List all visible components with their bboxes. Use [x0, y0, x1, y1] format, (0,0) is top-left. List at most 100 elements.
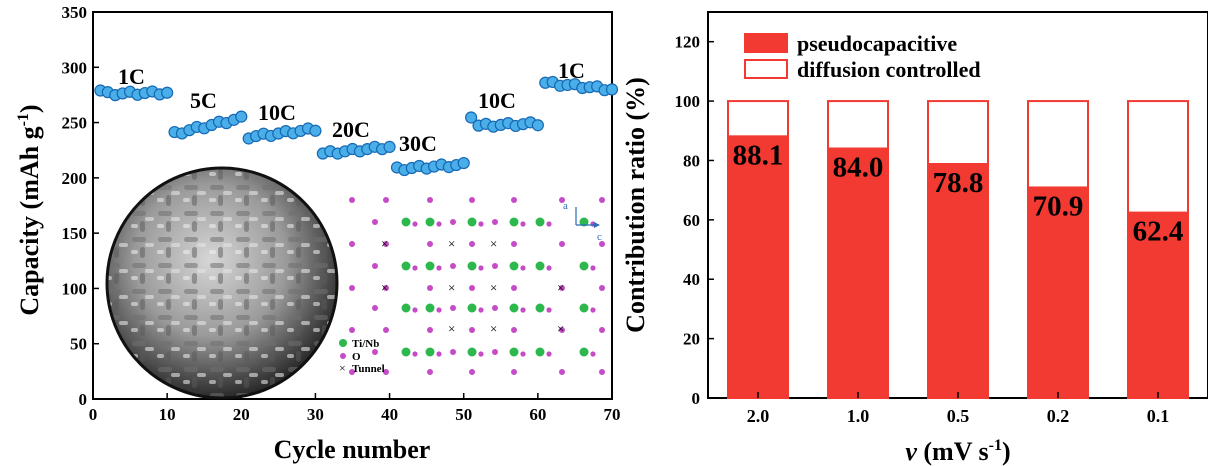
- tunnel-marker: ×: [490, 236, 497, 251]
- left-y-tick-label: 150: [62, 224, 88, 243]
- tunnel-marker: ×: [557, 321, 564, 336]
- right-x-tick-label: 2.0: [747, 406, 770, 426]
- ti-nb-atom: [467, 347, 477, 357]
- oxygen-atom: [349, 241, 355, 247]
- oxygen-atom: [349, 197, 355, 203]
- ti-nb-atom: [509, 217, 519, 227]
- oxygen-atom: [559, 197, 565, 203]
- ti-nb-atom: [401, 217, 411, 227]
- oxygen-atom: [383, 285, 389, 291]
- right-x-ticks: 2.0 1.0 0.5 0.2 0.1: [747, 392, 1170, 426]
- diffusion-bar: [927, 100, 989, 166]
- oxygen-atom: [412, 265, 418, 271]
- left-x-tick-label: 30: [307, 405, 324, 424]
- oxygen-atom: [590, 307, 596, 313]
- bar-value-label: 62.4: [1133, 216, 1184, 248]
- oxygen-atom: [478, 307, 484, 313]
- left-plot-frame: [92, 11, 613, 400]
- pseudocapacitive-bar: [927, 163, 989, 399]
- right-x-tick-label: 0.1: [1147, 406, 1170, 426]
- oxygen-atom: [492, 263, 498, 269]
- oxygen-atom: [599, 197, 605, 203]
- ti-nb-atom: [509, 347, 519, 357]
- oxygen-atom: [546, 221, 552, 227]
- oxygen-atom: [520, 307, 526, 313]
- oxygen-atom: [546, 307, 552, 313]
- left-y-tick-label: 200: [62, 169, 88, 188]
- oxygen-atom: [520, 351, 526, 357]
- tunnel-marker: ×: [381, 236, 388, 251]
- pseudocapacitive-bar: [827, 147, 889, 399]
- oxygen-atom: [469, 197, 475, 203]
- left-y-ticks: 0 50 100 150 200 250 300 350: [62, 3, 99, 409]
- ti-nb-atom: [401, 303, 411, 313]
- oxygen-atom: [349, 327, 355, 333]
- oxygen-atom: [349, 285, 355, 291]
- oxygen-atom: [349, 369, 355, 375]
- rate-label: 5C: [190, 88, 217, 113]
- oxygen-atom: [372, 263, 378, 269]
- tunnel-marker: ×: [448, 280, 455, 295]
- crystal-structure-inset: × × × × × × × × × ×: [349, 197, 605, 375]
- right-y-tick-label: 40: [683, 270, 700, 289]
- legend-ti-nb-marker: [339, 339, 347, 347]
- bar-value-label: 78.8: [933, 167, 984, 199]
- oxygen-atom: [546, 351, 552, 357]
- ti-nb-atom: [579, 261, 589, 271]
- left-y-tick-label: 250: [62, 114, 88, 133]
- left-y-tick-label: 100: [62, 279, 88, 298]
- left-y-tick-label: 350: [62, 3, 88, 22]
- oxygen-atom: [599, 285, 605, 291]
- rate-label: 10C: [478, 88, 516, 113]
- oxygen-atom: [412, 351, 418, 357]
- tunnel-marker: ×: [557, 280, 564, 295]
- oxygen-atom: [511, 327, 517, 333]
- capacity-data-points: [94, 75, 619, 177]
- left-x-tick-label: 70: [604, 405, 621, 424]
- left-x-tick-label: 20: [233, 405, 250, 424]
- rate-label: 1C: [558, 58, 585, 83]
- right-y-tick-label: 100: [675, 92, 701, 111]
- crystal-legend: Ti/Nb O × Tunnel: [339, 338, 385, 375]
- ti-nb-atom: [535, 261, 545, 271]
- diffusion-bar: [727, 100, 789, 138]
- left-y-tick-label: 0: [79, 390, 88, 409]
- right-y-tick-label: 120: [675, 33, 701, 52]
- ti-nb-atom: [535, 217, 545, 227]
- oxygen-atom: [383, 241, 389, 247]
- legend-tunnel-marker: ×: [339, 361, 346, 375]
- rate-label: 10C: [258, 100, 296, 125]
- oxygen-atom: [427, 369, 433, 375]
- left-x-tick-label: 50: [455, 405, 472, 424]
- oxygen-atom: [450, 263, 456, 269]
- legend-ti-nb-text: Ti/Nb: [352, 338, 379, 350]
- rate-capability-chart: 0 50 100 150 200 250 300 350 0 10 20 30 40 50 60 70 Cy…: [15, 3, 621, 464]
- rate-label: 1C: [118, 64, 145, 89]
- oxygen-atom: [546, 265, 552, 271]
- ti-nb-atom: [579, 217, 589, 227]
- right-x-axis-label: v (mV s-1): [905, 437, 1010, 466]
- oxygen-atom: [511, 197, 517, 203]
- legend-tunnel-text: Tunnel: [352, 363, 385, 375]
- oxygen-atom: [511, 369, 517, 375]
- oxygen-atom: [511, 241, 517, 247]
- right-y-tick-label: 0: [692, 389, 701, 408]
- oxygen-atom: [559, 241, 565, 247]
- oxygen-atom: [478, 221, 484, 227]
- oxygen-atom: [372, 349, 378, 355]
- diffusion-bar: [827, 100, 889, 150]
- ti-nb-atom: [467, 261, 477, 271]
- oxygen-atom: [436, 265, 442, 271]
- pseudocapacitive-bar: [727, 135, 789, 399]
- ti-nb-atom: [467, 303, 477, 313]
- oxygen-atom: [590, 351, 596, 357]
- oxygen-atom: [511, 285, 517, 291]
- oxygen-atom: [436, 351, 442, 357]
- left-x-tick-label: 60: [529, 405, 546, 424]
- oxygen-atom: [436, 307, 442, 313]
- pseudocapacitive-bar: [1027, 186, 1089, 399]
- oxygen-atom: [559, 285, 565, 291]
- legend-pseudocapacitive-label: pseudocapacitive: [797, 31, 957, 56]
- oxygen-atom: [469, 241, 475, 247]
- sem-particle-image: [105, 166, 339, 400]
